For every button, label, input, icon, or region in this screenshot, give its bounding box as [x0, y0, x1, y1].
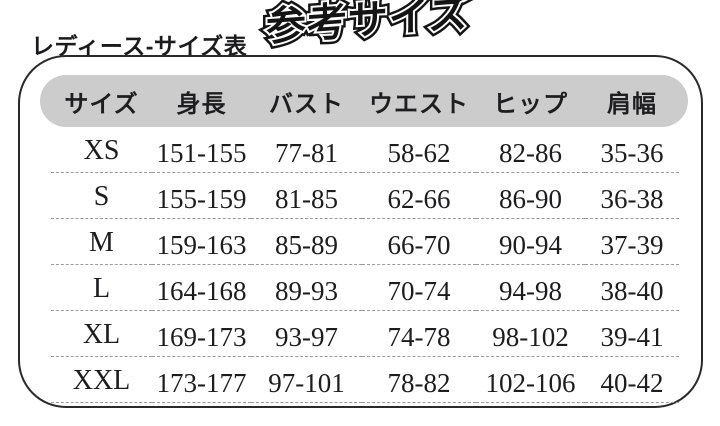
bust-cell: 89-93 — [251, 264, 362, 311]
hip-cell: 98-102 — [476, 310, 585, 357]
waist-cell: 74-78 — [362, 310, 476, 357]
waist-cell: 78-82 — [362, 356, 476, 403]
shoulder-width-cell: 36-38 — [585, 172, 679, 219]
size-cell: XS — [51, 127, 152, 173]
table-row-s: S 155-159 81-85 62-66 86-90 36-38 — [51, 172, 679, 219]
bust-cell: 77-81 — [251, 127, 362, 173]
table-header-pill — [40, 75, 688, 127]
hip-cell: 94-98 — [476, 264, 585, 311]
table-row-xl: XL 169-173 93-97 74-78 98-102 39-41 — [51, 310, 679, 357]
hip-cell: 86-90 — [476, 172, 585, 219]
shoulder-width-cell: 40-42 — [585, 356, 679, 403]
column-header-hip: ヒップ — [493, 90, 568, 118]
shoulder-width-cell: 35-36 — [585, 127, 679, 173]
height-cell: 159-163 — [152, 218, 251, 265]
size-cell: L — [51, 264, 152, 311]
column-header-size: サイズ — [64, 90, 139, 118]
table-row-m: M 159-163 85-89 66-70 90-94 37-39 — [51, 218, 679, 265]
shoulder-width-cell: 39-41 — [585, 310, 679, 357]
table-header-row: サイズ 身長 バスト ウエスト ヒップ 肩幅 — [51, 75, 679, 127]
shoulder-width-cell: 37-39 — [585, 218, 679, 265]
waist-cell: 58-62 — [362, 127, 476, 173]
bust-cell: 85-89 — [251, 218, 362, 265]
size-table: サイズ 身長 バスト ウエスト ヒップ 肩幅 XS 151-155 77-81 … — [51, 75, 679, 403]
height-cell: 164-168 — [152, 264, 251, 311]
size-cell: XXL — [51, 356, 152, 403]
height-cell: 169-173 — [152, 310, 251, 357]
bust-cell: 93-97 — [251, 310, 362, 357]
height-cell: 151-155 — [152, 127, 251, 173]
bust-cell: 81-85 — [251, 172, 362, 219]
waist-cell: 70-74 — [362, 264, 476, 311]
column-header-bust: バスト — [269, 90, 344, 118]
size-cell: XL — [51, 310, 152, 357]
waist-cell: 62-66 — [362, 172, 476, 219]
table-row-l: L 164-168 89-93 70-74 94-98 38-40 — [51, 264, 679, 311]
column-header-shoulder-width: 肩幅 — [607, 90, 657, 118]
table-row-xs: XS 151-155 77-81 58-62 82-86 35-36 — [51, 127, 679, 173]
hip-cell: 82-86 — [476, 127, 585, 173]
height-cell: 155-159 — [152, 172, 251, 219]
decorative-title: 参考サイズ 参考サイズ 参考サイズ — [260, 0, 473, 59]
table-row-xxl: XXL 173-177 97-101 78-82 102-106 40-42 — [51, 356, 679, 403]
height-cell: 173-177 — [152, 356, 251, 403]
size-chart-panel: サイズ 身長 バスト ウエスト ヒップ 肩幅 XS 151-155 77-81 … — [18, 55, 703, 408]
bust-cell: 97-101 — [251, 356, 362, 403]
column-header-height: 身長 — [176, 90, 227, 118]
hip-cell: 102-106 — [476, 356, 585, 403]
page-title: レディース-サイズ表 — [31, 33, 248, 59]
size-cell: S — [51, 172, 152, 219]
hip-cell: 90-94 — [476, 218, 585, 265]
waist-cell: 66-70 — [362, 218, 476, 265]
size-cell: M — [51, 218, 152, 265]
shoulder-width-cell: 38-40 — [585, 264, 679, 311]
decorative-title-text: 参考サイズ — [265, 0, 470, 50]
column-header-waist: ウエスト — [369, 90, 469, 118]
